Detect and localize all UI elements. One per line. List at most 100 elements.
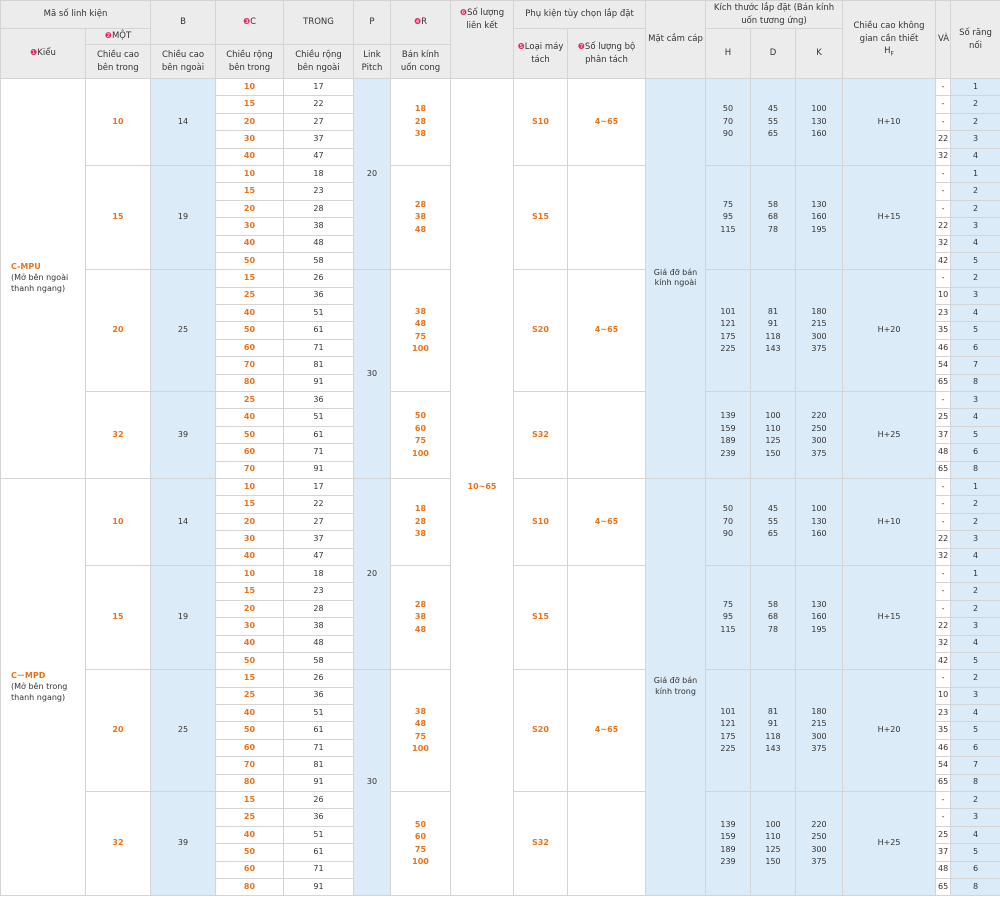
teeth-cell: 3 — [950, 808, 1000, 827]
v-cell-text: 32 — [938, 638, 949, 648]
v-cell: - — [935, 495, 952, 514]
c-cell-text: 30 — [243, 533, 256, 543]
inner-cell: 22 — [283, 95, 354, 114]
header-text: Số răng nối — [959, 27, 992, 51]
inner-cell: 61 — [283, 721, 354, 740]
k-cell-value: 375 — [811, 344, 827, 354]
table-row: 30 37 22 3 — [1, 530, 1000, 549]
d-cell-value: 78 — [767, 624, 779, 634]
c-cell: 15 — [215, 95, 284, 114]
v-cell-text: - — [941, 81, 945, 91]
teeth-cell-text: 8 — [972, 464, 979, 474]
inner-cell: 47 — [283, 547, 354, 566]
d-cell-value: 125 — [765, 844, 781, 854]
r-cell-value: 38 — [414, 612, 427, 622]
v-cell: 25 — [935, 825, 952, 845]
teeth-cell: 5 — [950, 843, 1000, 862]
v-cell: - — [935, 77, 952, 97]
c-cell-text: 40 — [243, 412, 256, 422]
separator-cell-text: S10 — [532, 516, 549, 526]
c-cell-text: 15 — [243, 186, 256, 196]
k-cell-value: 215 — [811, 319, 827, 329]
header-text: H — [884, 46, 891, 57]
v-cell-text: 35 — [938, 325, 949, 335]
teeth-cell-text: 8 — [972, 881, 979, 891]
hf-cell-text: H+20 — [877, 725, 901, 735]
inner-cell: 58 — [283, 651, 354, 671]
inner-cell: 71 — [283, 443, 354, 462]
c-cell: 50 — [215, 843, 284, 862]
inner-cell: 91 — [283, 877, 354, 897]
teeth-cell: 1 — [950, 477, 1000, 497]
teeth-cell-text: 2 — [972, 794, 979, 804]
inner-cell: 27 — [283, 112, 354, 132]
pitch-cell-text: 30 — [366, 368, 378, 378]
pitch-cell-text: 20 — [366, 568, 378, 578]
inner-cell-text: 26 — [313, 273, 324, 283]
inner-cell: 28 — [283, 599, 354, 619]
r-cell: 50 60 75 100 — [390, 791, 451, 897]
inner-cell-text: 18 — [313, 568, 324, 578]
v-cell: - — [935, 791, 952, 810]
count-cell — [567, 391, 646, 479]
inner-cell-text: 36 — [313, 812, 324, 822]
teeth-cell-text: 4 — [972, 551, 979, 561]
hf-cell: H+10 — [842, 477, 937, 566]
c-cell: 40 — [215, 704, 284, 723]
c-cell: 60 — [215, 738, 284, 758]
b-cell: 19 — [150, 164, 216, 271]
hf-cell: H+20 — [842, 269, 937, 393]
v-cell-text: 10 — [938, 290, 949, 300]
v-cell-text: - — [941, 168, 945, 178]
r-cell-value: 100 — [412, 344, 429, 354]
v-cell-text: 65 — [938, 881, 949, 891]
teeth-cell: 8 — [950, 877, 1000, 897]
v-cell-text: - — [941, 203, 945, 213]
c-cell: 30 — [215, 530, 284, 549]
links-cell: 10~65 — [450, 77, 514, 897]
inner-cell-text: 27 — [313, 516, 324, 526]
inner-cell: 58 — [283, 251, 354, 271]
v-cell: 65 — [935, 373, 952, 393]
d-cell-value: 110 — [765, 423, 781, 433]
header-text: Kiểu — [37, 48, 56, 59]
d-cell-value: 118 — [765, 331, 781, 341]
teeth-cell: 4 — [950, 234, 1000, 253]
table-row: 60 71 46 6 — [1, 338, 1000, 358]
b-cell-text: 39 — [177, 429, 189, 439]
h-cell-value: 159 — [720, 423, 736, 433]
r-cell-value: 38 — [414, 212, 427, 222]
inner-cell: 51 — [283, 304, 354, 323]
inner-cell-text: 51 — [313, 307, 324, 317]
c-cell-text: 25 — [243, 394, 256, 404]
v-cell-text: - — [941, 273, 945, 283]
r-cell-value: 38 — [414, 529, 427, 539]
teeth-cell-text: 3 — [972, 690, 979, 700]
c-cell: 60 — [215, 443, 284, 462]
header-cell: K — [794, 28, 844, 79]
d-cell-value: 118 — [765, 731, 781, 741]
table-header: Mã số linh kiện B ❸C TRONG P ❹R ❻Số lượn… — [0, 0, 1000, 79]
teeth-cell-text: 7 — [972, 760, 979, 770]
r-cell-value: 28 — [414, 599, 427, 609]
teeth-cell: 2 — [950, 112, 1000, 132]
inner-cell: 61 — [283, 843, 354, 862]
c-cell-text: 80 — [243, 377, 256, 387]
v-cell-text: - — [941, 186, 945, 196]
h-cell-value: 50 — [722, 104, 734, 114]
header-subscript: F — [890, 51, 894, 59]
teeth-cell: 3 — [950, 217, 1000, 236]
v-cell-text: 48 — [938, 864, 949, 874]
hf-cell: H+15 — [842, 164, 937, 271]
teeth-cell-text: 5 — [972, 725, 979, 735]
pitch-cell-text: 30 — [366, 777, 378, 787]
b-cell: 39 — [150, 391, 216, 479]
v-cell-text: 22 — [938, 133, 949, 143]
pitch-cell: 20 — [353, 477, 391, 671]
c-cell-text: 40 — [243, 829, 256, 839]
r-cell-value: 100 — [412, 448, 429, 458]
a-cell-text: 32 — [112, 838, 124, 848]
teeth-cell: 2 — [950, 512, 1000, 532]
cable-face-cell: Giá đỡ bán kính ngoài — [645, 78, 706, 479]
table-row: 20 27 - 2 — [1, 512, 1000, 532]
